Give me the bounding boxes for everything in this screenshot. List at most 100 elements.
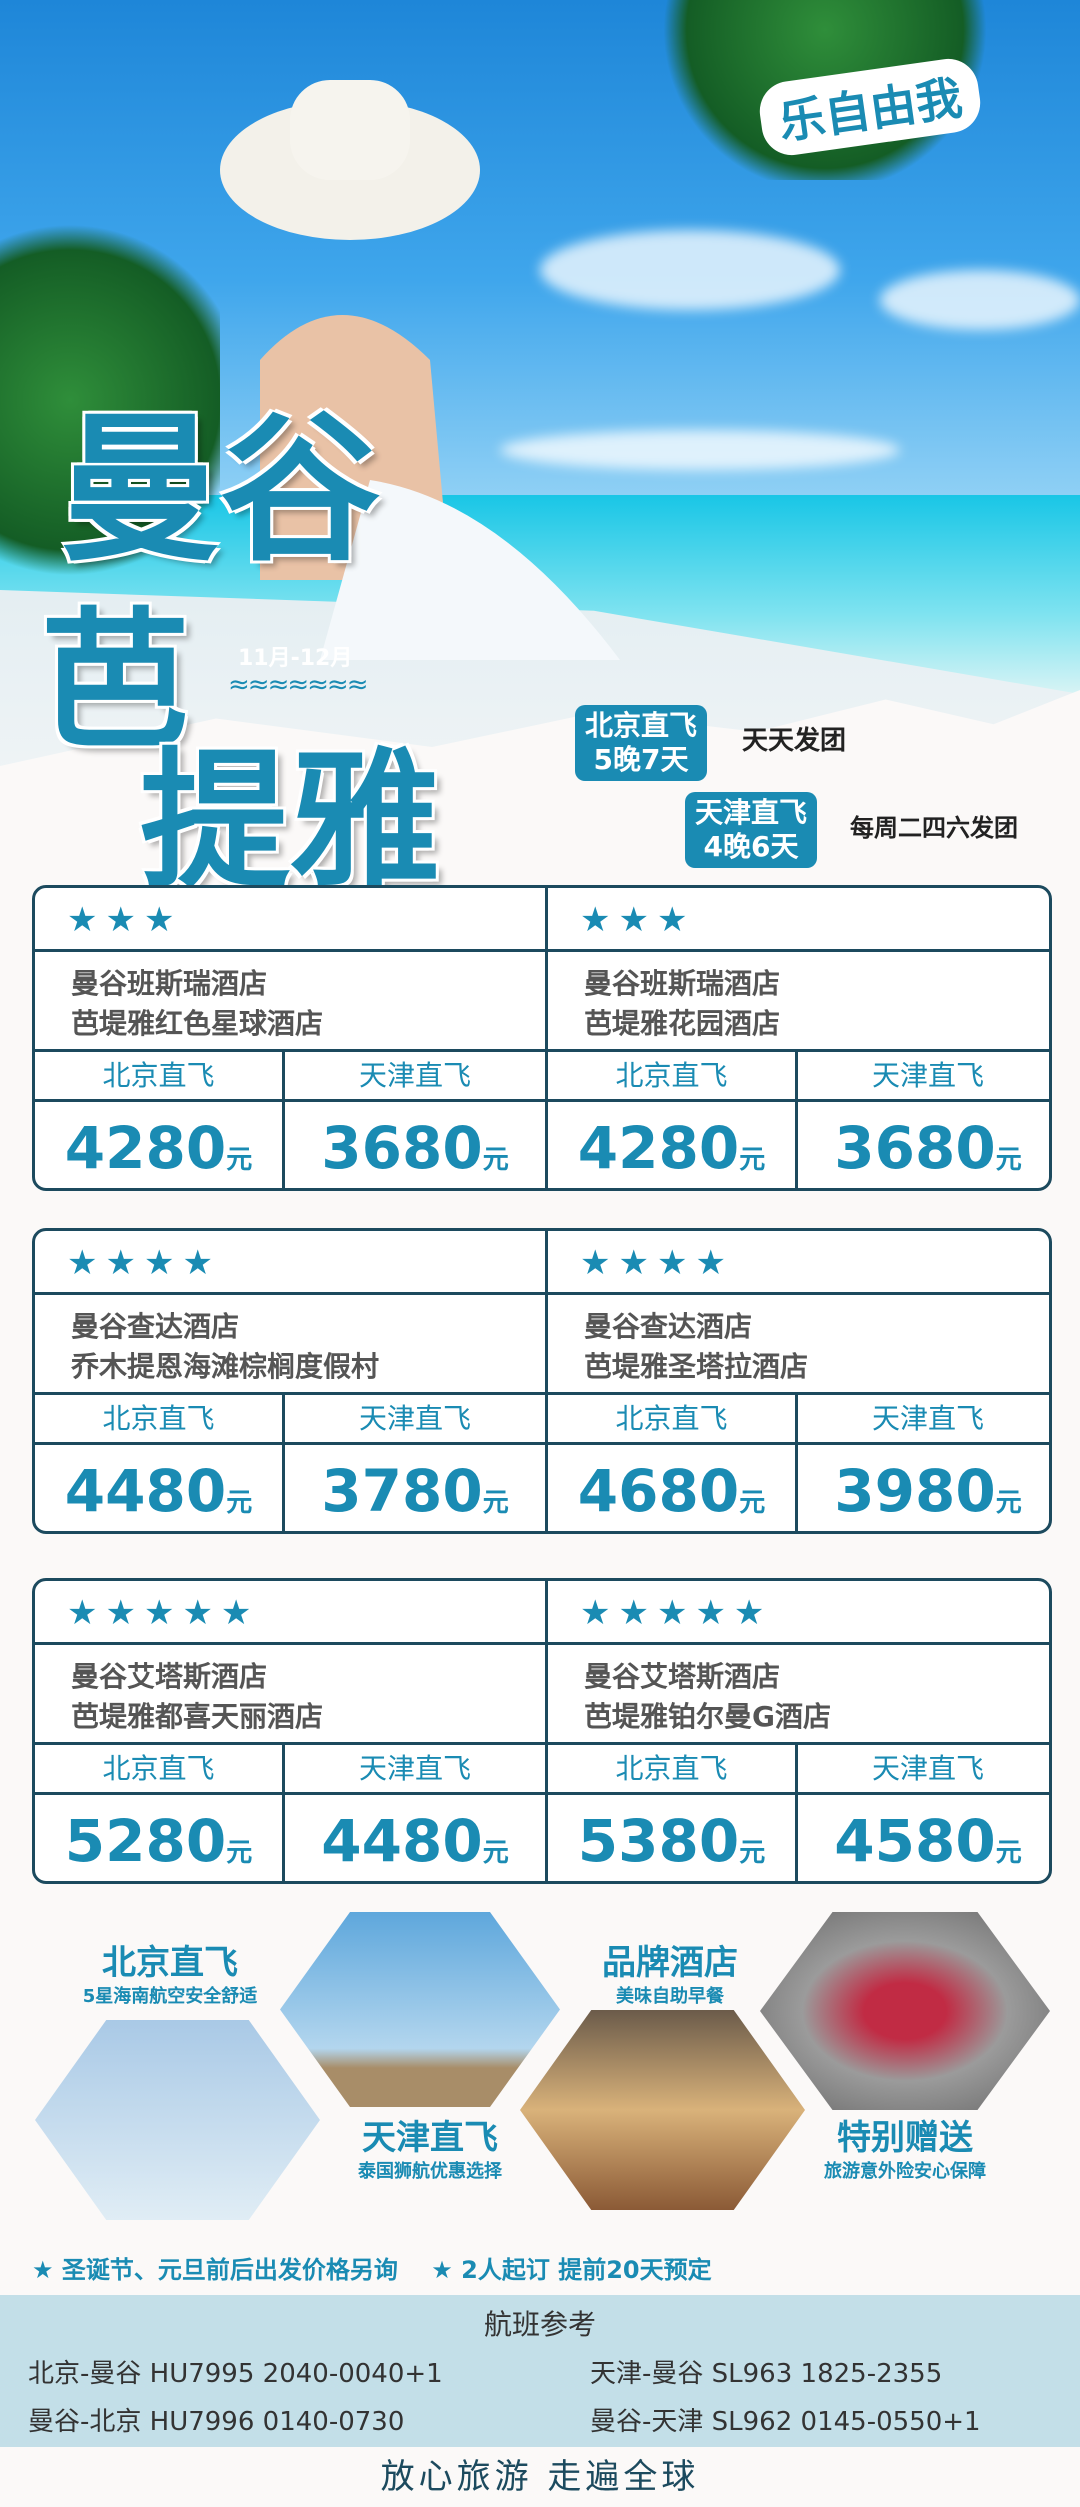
package: ★★★★ 曼谷查达酒店 芭堤雅圣塔拉酒店 北京直飞 天津直飞 4680元 3980…	[545, 1231, 1049, 1531]
hotel-list: 曼谷班斯瑞酒店 芭堤雅花园酒店	[548, 952, 1049, 1052]
flight-reference: 航班参考 北京-曼谷 HU7995 2040-0040+1 天津-曼谷 SL96…	[0, 2295, 1080, 2447]
plane-photo-2	[280, 1912, 560, 2107]
beijing-price: 4280元	[548, 1102, 798, 1188]
feature-title: 特别赠送	[837, 2118, 973, 2158]
currency: 元	[739, 1838, 766, 1868]
price-value: 4280	[577, 1114, 740, 1182]
price-table: ★★★★★ 曼谷艾塔斯酒店 芭堤雅都喜天丽酒店 北京直飞 天津直飞 5280元 4…	[32, 1578, 1052, 1884]
star-rating-icon: ★★★★★	[35, 1581, 545, 1645]
hotel-name: 芭堤雅红色星球酒店	[71, 1007, 324, 1040]
hotel-name: 芭堤雅都喜天丽酒店	[71, 1700, 324, 1733]
package: ★★★★★ 曼谷艾塔斯酒店芭堤雅铂尔曼G酒店 北京直飞 天津直飞 5380元 4…	[545, 1581, 1049, 1881]
price-value: 3680	[321, 1114, 483, 1182]
tianjin-price: 4480元	[285, 1795, 545, 1881]
price-table: ★★★ 曼谷班斯瑞酒店 芭堤雅红色星球酒店 北京直飞 天津直飞 4280元 368…	[32, 885, 1052, 1191]
currency: 元	[739, 1145, 766, 1175]
tianjin-label: 天津直飞	[285, 1052, 545, 1102]
hotel-name: 芭堤雅铂尔曼G酒店	[584, 1700, 831, 1733]
price-value: 4480	[321, 1807, 483, 1875]
hotel-name: 乔木提恩海滩棕榈度假村	[71, 1350, 380, 1383]
currency: 元	[482, 1838, 509, 1868]
price-value: 3780	[321, 1457, 483, 1525]
price-value: 4680	[577, 1457, 740, 1525]
feature-title: 品牌酒店	[602, 1943, 738, 1983]
note: ★ 2人起订 提前20天预定	[431, 2256, 712, 2284]
currency: 元	[226, 1145, 253, 1175]
buffet-photo	[520, 2010, 805, 2210]
currency: 元	[226, 1838, 253, 1868]
beijing-label: 北京直飞	[548, 1395, 798, 1445]
feature-subtitle: 5星海南航空安全舒适	[82, 1986, 258, 2007]
tianjin-price: 3780元	[285, 1445, 545, 1531]
badge-line: 4晚6天	[703, 830, 799, 863]
palm-tree	[0, 200, 220, 600]
hotel-list: 曼谷艾塔斯酒店芭堤雅都喜天丽酒店	[35, 1645, 545, 1745]
flight-row: 曼谷-北京 HU7996 0140-0730	[28, 2407, 405, 2437]
badge-line: 天津直飞	[695, 796, 808, 829]
feature-subtitle: 泰国狮航优惠选择	[358, 2161, 502, 2182]
currency: 元	[739, 1488, 766, 1518]
price-table: ★★★★ 曼谷查达酒店 乔木提恩海滩棕榈度假村 北京直飞 天津直飞 4480元 3…	[32, 1228, 1052, 1534]
woman-on-beach-photo	[220, 80, 620, 660]
tianjin-price: 3680元	[285, 1102, 545, 1188]
beijing-price: 5280元	[35, 1795, 285, 1881]
footer-slogan: 放心旅游 走遍全球	[380, 2457, 700, 2497]
badge-line: 北京直飞	[585, 709, 698, 742]
hotel-name: 曼谷班斯瑞酒店	[71, 967, 268, 1000]
hotel-name: 曼谷艾塔斯酒店	[71, 1660, 268, 1693]
hotel-list: 曼谷艾塔斯酒店芭堤雅铂尔曼G酒店	[548, 1645, 1049, 1745]
feature-subtitle: 美味自助早餐	[616, 1986, 724, 2007]
tianjin-label: 天津直飞	[285, 1395, 545, 1445]
feature-subtitle: 旅游意外险安心保障	[824, 2161, 986, 2182]
beijing-label: 北京直飞	[35, 1395, 285, 1445]
beijing-label: 北京直飞	[548, 1052, 798, 1102]
title-pa: 芭	[40, 595, 191, 769]
notes: ★ 圣诞节、元旦前后出发价格另询 ★ 2人起订 提前20天预定	[32, 2250, 712, 2285]
hotel-name: 曼谷查达酒店	[71, 1310, 240, 1343]
beijing-price: 4280元	[35, 1102, 285, 1188]
badge-note: 每周二四六发团	[850, 814, 1018, 842]
beijing-label: 北京直飞	[548, 1745, 798, 1795]
hotel-name: 曼谷查达酒店	[584, 1310, 753, 1343]
tianjin-price: 3980元	[798, 1445, 1049, 1531]
hotel-list: 曼谷查达酒店乔木提恩海滩棕榈度假村	[35, 1295, 545, 1395]
hotel-name: 芭堤雅圣塔拉酒店	[584, 1350, 809, 1383]
package: ★★★ 曼谷班斯瑞酒店 芭堤雅花园酒店 北京直飞 天津直飞 4280元 3680元	[545, 888, 1049, 1188]
currency: 元	[226, 1488, 253, 1518]
star-rating-icon: ★★★★	[548, 1231, 1049, 1295]
package: ★★★★ 曼谷查达酒店 乔木提恩海滩棕榈度假村 北京直飞 天津直飞 4480元 3…	[35, 1231, 545, 1531]
star-rating-icon: ★★★★	[35, 1231, 545, 1295]
tianjin-label: 天津直飞	[798, 1395, 1049, 1445]
hotel-name: 曼谷班斯瑞酒店	[584, 967, 781, 1000]
beijing-label: 北京直飞	[35, 1745, 285, 1795]
title-ttaya: 提雅	[140, 735, 441, 909]
note: ★ 圣诞节、元旦前后出发价格另询	[32, 2256, 398, 2284]
hotel-name: 曼谷艾塔斯酒店	[584, 1660, 781, 1693]
hotel-list: 曼谷班斯瑞酒店芭堤雅红色星球酒店	[35, 952, 545, 1052]
badge-line: 5晚7天	[593, 743, 689, 776]
plane-photo-1	[35, 2020, 320, 2220]
star-rating-icon: ★★★	[35, 888, 545, 952]
beijing-price: 5380元	[548, 1795, 798, 1881]
gift-photo	[760, 1912, 1050, 2110]
date-range: 11月-12月	[238, 646, 353, 671]
price-value: 5280	[64, 1807, 227, 1875]
price-value: 4580	[834, 1807, 996, 1875]
tianjin-label: 天津直飞	[798, 1052, 1049, 1102]
tianjin-price: 3680元	[798, 1102, 1049, 1188]
currency: 元	[995, 1488, 1022, 1518]
feature-title: 天津直飞	[362, 2118, 498, 2158]
price-value: 5380	[577, 1807, 740, 1875]
currency: 元	[995, 1145, 1022, 1175]
hotel-name: 芭堤雅花园酒店	[584, 1007, 781, 1040]
badge-beijing: 北京直飞 5晚7天	[575, 705, 708, 781]
tianjin-label: 天津直飞	[285, 1745, 545, 1795]
badge-note: 天天发团	[742, 726, 847, 756]
price-value: 3980	[834, 1457, 996, 1525]
package: ★★★ 曼谷班斯瑞酒店 芭堤雅红色星球酒店 北京直飞 天津直飞 4280元 368…	[35, 888, 545, 1188]
hotel-list: 曼谷查达酒店芭堤雅圣塔拉酒店	[548, 1295, 1049, 1395]
tianjin-label: 天津直飞	[798, 1745, 1049, 1795]
tianjin-price: 4580元	[798, 1795, 1049, 1881]
star-rating-icon: ★★★★★	[548, 1581, 1049, 1645]
title-bangkok: 曼谷	[60, 396, 381, 583]
